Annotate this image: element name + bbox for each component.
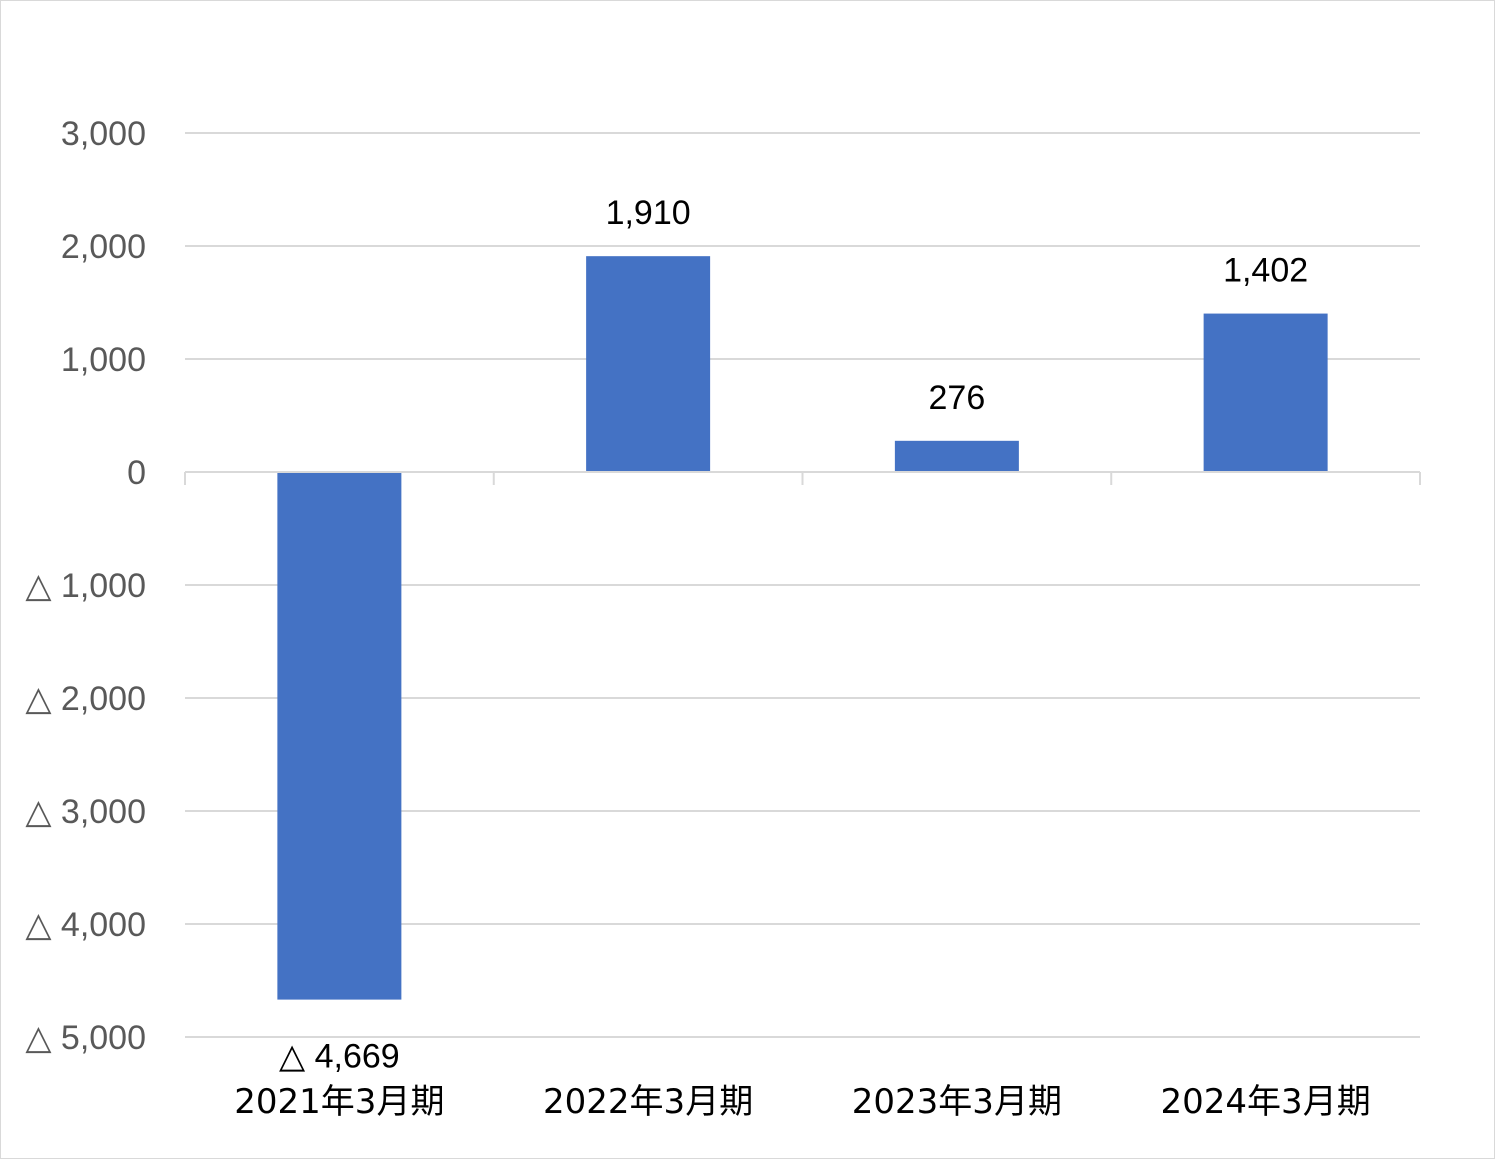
y-tick-label: 0 — [127, 454, 146, 492]
y-tick-label: 2,000 — [61, 228, 146, 266]
bar — [894, 440, 1019, 472]
y-tick-label: 3,000 — [61, 115, 146, 153]
data-label: △ 4,669 — [279, 1038, 400, 1076]
x-tick-label: 2022年3月期 — [543, 1082, 753, 1122]
bars — [277, 256, 1328, 1000]
y-tick-label: 1,000 — [61, 341, 146, 379]
y-tick-label: △ 3,000 — [25, 793, 146, 831]
y-axis-tick-labels: 3,000 2,000 1,000 0 △ 1,000 △ 2,000 △ 3,000 △ 4… — [25, 115, 146, 1057]
y-tick-label: △ 4,000 — [25, 906, 146, 944]
bar — [1203, 313, 1328, 472]
bar — [277, 472, 402, 1000]
x-axis — [184, 471, 1421, 485]
y-tick-label: △ 1,000 — [25, 567, 146, 605]
x-tick-label: 2021年3月期 — [234, 1082, 444, 1122]
y-tick-label: △ 5,000 — [25, 1019, 146, 1057]
data-labels: △ 4,669 1,910 276 1,402 — [279, 194, 1308, 1075]
x-tick-label: 2024年3月期 — [1161, 1082, 1371, 1122]
data-label: 1,402 — [1223, 252, 1308, 290]
x-tick-label: 2023年3月期 — [852, 1082, 1062, 1122]
data-label: 276 — [929, 379, 986, 417]
data-label: 1,910 — [606, 194, 691, 232]
x-axis-tick-labels: 2021年3月期 2022年3月期 2023年3月期 2024年3月期 — [234, 1082, 1370, 1122]
y-tick-label: △ 2,000 — [25, 680, 146, 718]
bar — [586, 256, 711, 472]
